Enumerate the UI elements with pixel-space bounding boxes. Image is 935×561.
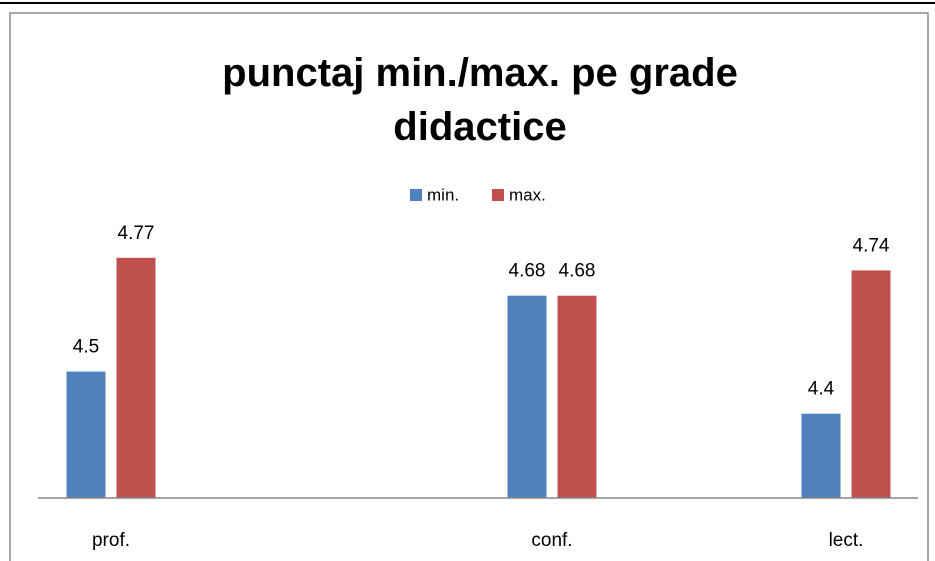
bar xyxy=(851,270,891,498)
bar xyxy=(116,257,156,498)
x-tick-label: lect. xyxy=(829,530,864,551)
data-label: 4.68 xyxy=(509,261,546,282)
legend-label: max. xyxy=(509,185,546,204)
bar xyxy=(801,413,841,498)
data-label: 4.77 xyxy=(118,223,155,244)
bar xyxy=(66,371,106,498)
legend-swatch xyxy=(492,189,504,201)
bar xyxy=(507,295,547,498)
bar xyxy=(557,295,597,498)
x-tick-label: prof. xyxy=(92,530,130,551)
data-label: 4.74 xyxy=(853,235,890,256)
legend-swatch xyxy=(410,189,422,201)
data-label: 4.68 xyxy=(559,261,596,282)
data-label: 4.5 xyxy=(73,337,99,358)
chart-frame xyxy=(9,12,929,561)
chart-title: punctaj min./max. pe grade didactice xyxy=(222,51,738,149)
legend-label: min. xyxy=(427,185,459,204)
data-label: 4.4 xyxy=(808,379,835,400)
x-tick-label: conf. xyxy=(531,530,572,551)
